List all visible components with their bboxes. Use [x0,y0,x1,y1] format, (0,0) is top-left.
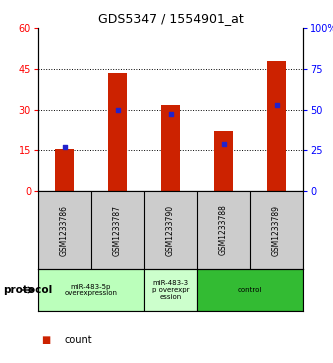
Bar [55,149,74,191]
Bar [161,105,180,191]
Bar [197,269,303,311]
Text: control: control [238,287,262,293]
Text: ■: ■ [41,335,51,345]
Text: protocol: protocol [3,285,53,295]
Point [221,141,226,147]
Bar [214,131,233,191]
Bar [108,73,127,191]
Text: count: count [65,335,92,345]
Bar [144,269,197,311]
Text: GSM1233789: GSM1233789 [272,204,281,256]
Title: GDS5347 / 1554901_at: GDS5347 / 1554901_at [98,12,243,25]
Bar [267,61,286,191]
Text: GSM1233787: GSM1233787 [113,204,122,256]
Text: GSM1233788: GSM1233788 [219,205,228,256]
Text: GSM1233790: GSM1233790 [166,204,175,256]
Text: GSM1233786: GSM1233786 [60,204,69,256]
Point [274,102,279,107]
Point [168,111,173,117]
Text: miR-483-5p
overexpression: miR-483-5p overexpression [65,284,118,297]
Point [62,144,67,150]
Point [115,107,120,113]
Text: miR-483-3
p overexpr
ession: miR-483-3 p overexpr ession [152,280,189,300]
Bar [38,269,144,311]
